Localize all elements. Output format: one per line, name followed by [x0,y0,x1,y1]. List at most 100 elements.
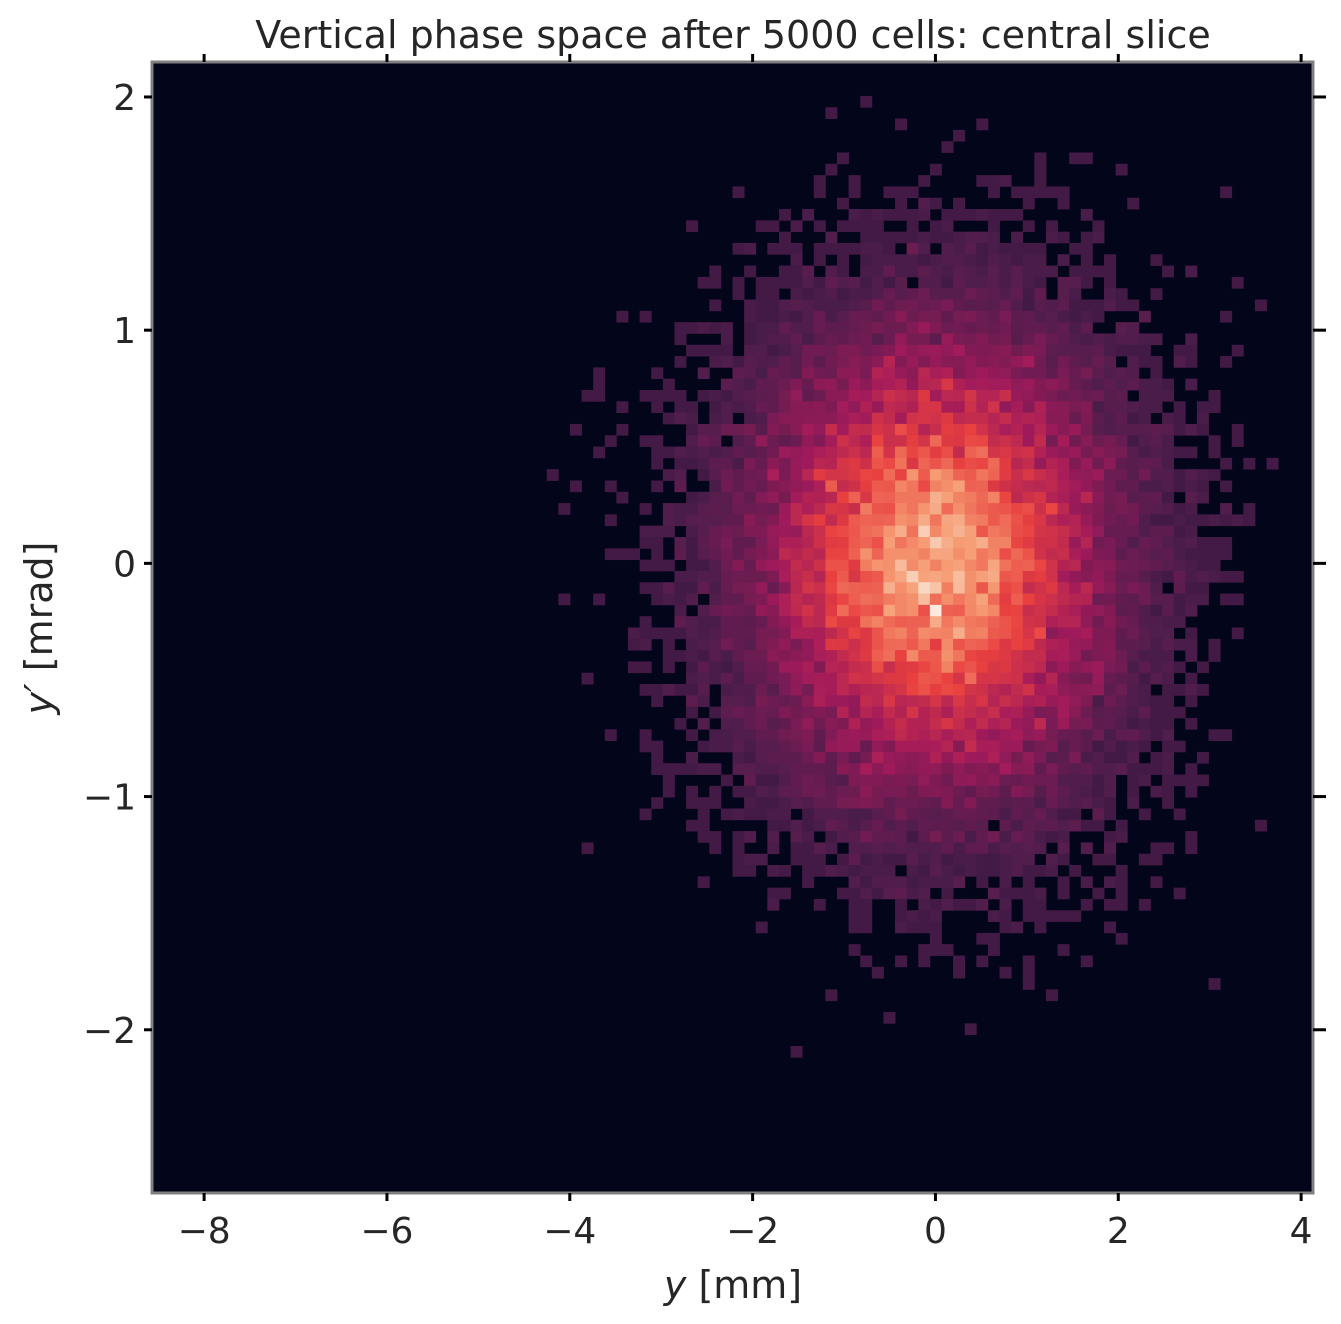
heatmap-cell [813,367,826,380]
heatmap-cell [1069,695,1082,708]
heatmap-cell [1115,537,1128,549]
heatmap-cell [871,242,884,255]
heatmap-cell [1162,627,1175,640]
heatmap-cell [813,548,826,561]
heatmap-cell [976,865,989,877]
heatmap-cell [1104,491,1117,504]
heatmap-cell [976,604,989,617]
heatmap-cell [883,774,896,787]
heatmap-cell [976,299,989,312]
heatmap-cell [929,797,942,809]
heatmap-cell [964,638,977,651]
heatmap-cell [1092,220,1105,233]
heatmap-cell [1045,785,1058,798]
heatmap-cell [1115,401,1128,414]
heatmap-cell [1034,819,1047,832]
heatmap-cell [825,514,838,527]
heatmap-cell [929,276,942,289]
heatmap-cell [941,627,954,640]
heatmap-cell [686,344,699,357]
heatmap-cell [848,684,861,696]
heatmap-cell [987,672,1000,685]
heatmap-cell [790,729,803,741]
heatmap-cell [755,389,768,402]
heatmap-cell [999,378,1012,391]
heatmap-cell [1115,299,1128,312]
heatmap-cell [918,582,931,594]
heatmap-cell [895,729,908,741]
heatmap-cell [1057,650,1070,662]
heatmap-cell [953,717,966,730]
heatmap-cell [1034,616,1047,628]
heatmap-cell [1080,548,1093,561]
heatmap-cell [941,898,954,911]
heatmap-cell [1208,401,1221,414]
heatmap-cell [953,480,966,493]
heatmap-cell [720,344,733,357]
heatmap-cell [813,559,826,572]
heatmap-cell [1115,876,1128,889]
heatmap-cell [941,220,954,233]
heatmap-cell [744,310,757,323]
heatmap-cell [662,582,675,594]
heatmap-cell [709,763,722,775]
heatmap-cell [1022,570,1035,583]
heatmap-cell [790,661,803,674]
heatmap-cell [1092,593,1105,606]
heatmap-cell [964,254,977,266]
heatmap-cell [906,616,919,628]
heatmap-cell [755,356,768,368]
heatmap-cell [732,638,745,651]
heatmap-cell [953,842,966,855]
heatmap-cell [906,333,919,346]
heatmap-cell [883,322,896,334]
heatmap-cell [1057,661,1070,674]
heatmap-cell [813,684,826,696]
heatmap-cell [1185,570,1198,583]
heatmap-cell [1069,582,1082,594]
heatmap-cell [744,853,757,866]
heatmap-cell [778,265,791,278]
heatmap-cell [999,604,1012,617]
heatmap-cell [1022,593,1035,606]
heatmap-cell [1022,910,1035,922]
heatmap-cell [906,604,919,617]
heatmap-cell [1011,865,1024,877]
heatmap-cell [744,729,757,741]
heatmap-cell [1034,389,1047,402]
heatmap-cell [732,570,745,583]
heatmap-cell [999,808,1012,821]
heatmap-cell [767,525,780,538]
heatmap-cell [895,288,908,300]
heatmap-cell [686,695,699,708]
heatmap-cell [1254,819,1267,832]
heatmap-cell [778,322,791,334]
heatmap-cell [825,491,838,504]
heatmap-cell [1022,220,1035,233]
heatmap-cell [1057,310,1070,323]
heatmap-cell [918,242,931,255]
heatmap-cell [964,774,977,787]
heatmap-cell [976,412,989,425]
heatmap-cell [802,322,815,334]
heatmap-cell [941,548,954,561]
heatmap-cell [1196,570,1209,583]
heatmap-cell [1011,684,1024,696]
heatmap-cell [941,672,954,685]
heatmap-cell [1138,774,1151,787]
heatmap-cell [825,684,838,696]
heatmap-cell [964,242,977,255]
heatmap-cell [871,367,884,380]
heatmap-cell [1138,763,1151,775]
heatmap-cell [1045,819,1058,832]
heatmap-cell [662,593,675,606]
heatmap-cell [778,299,791,312]
heatmap-cell [1045,310,1058,323]
heatmap-cell [1150,785,1163,798]
heatmap-cell [1011,853,1024,866]
heatmap-cell [941,785,954,798]
heatmap-cell [883,717,896,730]
heatmap-cell [848,898,861,911]
heatmap-cell [1127,616,1140,628]
heatmap-cell [732,186,745,199]
